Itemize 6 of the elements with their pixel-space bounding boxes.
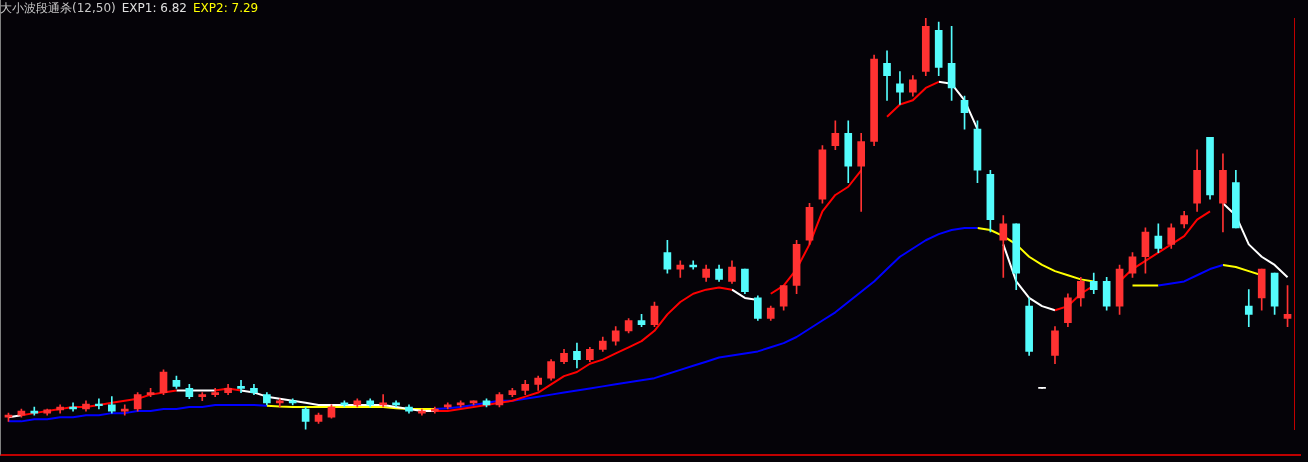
candlestick [896,71,904,105]
chart-title: 大小波段通杀(12,50) [0,1,116,15]
text: EXP1: 6.82 [121,1,187,15]
candlestick [237,379,245,393]
text: EXP2: 7.29 [192,1,259,15]
candlestick [1244,289,1253,328]
